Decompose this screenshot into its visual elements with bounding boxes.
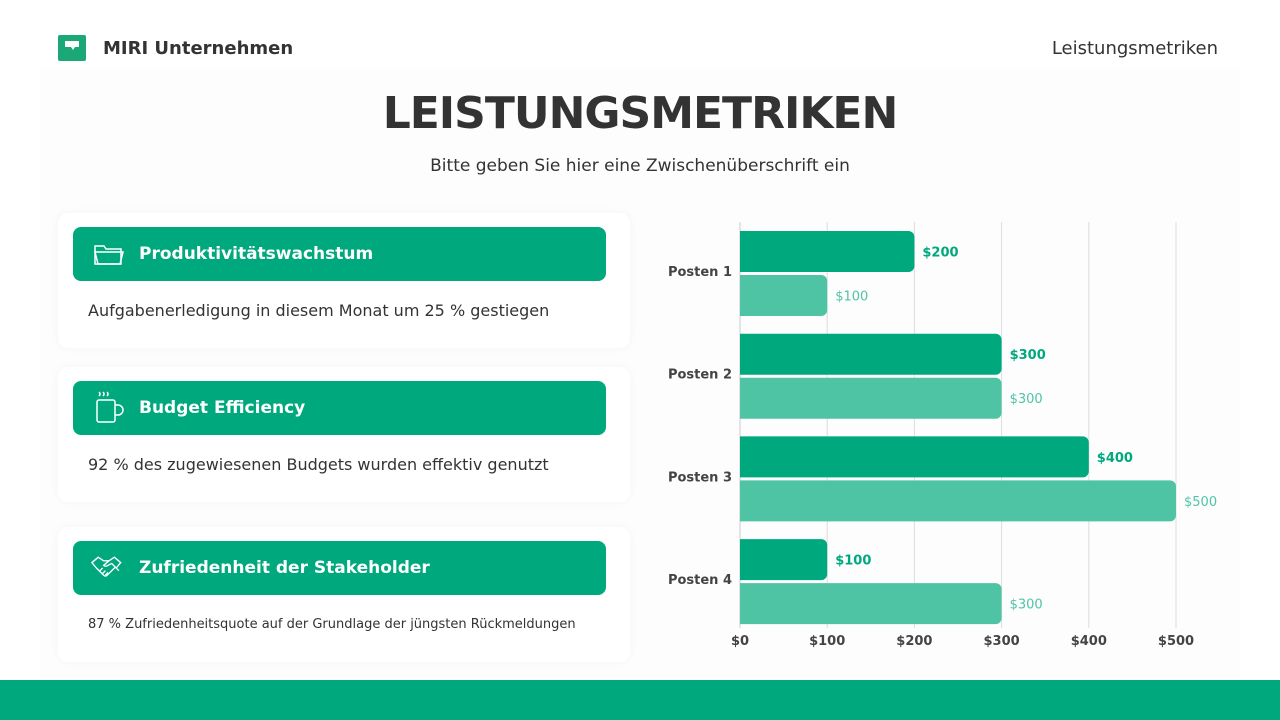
metric-card: Produktivitätswachstum Aufgabenerledigun… xyxy=(58,213,630,348)
metric-title: Zufriedenheit der Stakeholder xyxy=(139,558,430,578)
data-label: $400 xyxy=(1097,451,1133,466)
category-label: Posten 2 xyxy=(668,368,732,383)
category-label: Posten 3 xyxy=(668,470,732,485)
data-label: $100 xyxy=(835,290,868,305)
bar xyxy=(740,539,828,581)
data-label: $100 xyxy=(835,554,871,569)
metric-description: Aufgabenerledigung in diesem Monat um 25… xyxy=(88,301,550,320)
handshake-icon xyxy=(91,553,127,583)
bar xyxy=(740,333,1002,375)
metric-card-header: Budget Efficiency xyxy=(73,381,606,435)
header-section-label: Leistungsmetriken xyxy=(1051,38,1218,59)
folder-icon xyxy=(91,239,127,269)
bar xyxy=(740,480,1176,522)
data-label: $200 xyxy=(922,246,958,261)
bar xyxy=(740,436,1089,478)
coffee-mug-icon xyxy=(91,391,127,423)
metric-card-header: Produktivitätswachstum xyxy=(73,227,606,281)
data-label: $300 xyxy=(1010,598,1043,613)
footer-bar xyxy=(0,680,1280,720)
x-tick-label: $400 xyxy=(1071,634,1107,649)
metric-card: Zufriedenheit der Stakeholder 87 % Zufri… xyxy=(58,527,630,662)
x-tick-label: $500 xyxy=(1158,634,1194,649)
metric-card-header: Zufriedenheit der Stakeholder xyxy=(73,541,606,595)
metric-card: Budget Efficiency 92 % des zugewiesenen … xyxy=(58,367,630,502)
bar xyxy=(740,583,1002,625)
x-tick-label: $0 xyxy=(731,634,749,649)
page-subtitle: Bitte geben Sie hier eine Zwischenübersc… xyxy=(430,156,850,176)
data-label: $300 xyxy=(1010,348,1046,363)
data-label: $300 xyxy=(1010,392,1043,407)
logo-icon xyxy=(58,35,86,61)
metric-title: Produktivitätswachstum xyxy=(139,244,374,264)
category-label: Posten 4 xyxy=(668,573,732,588)
bar xyxy=(740,377,1002,419)
metric-title: Budget Efficiency xyxy=(139,398,306,418)
bar xyxy=(740,231,915,272)
category-label: Posten 1 xyxy=(668,265,732,280)
x-tick-label: $300 xyxy=(984,634,1020,649)
brand-name: MIRI Unternehmen xyxy=(103,38,294,59)
metric-description: 87 % Zufriedenheitsquote auf der Grundla… xyxy=(88,617,576,632)
data-label: $500 xyxy=(1184,495,1217,510)
page-title: LEISTUNGSMETRIKEN xyxy=(382,88,899,139)
bar xyxy=(740,275,828,316)
x-tick-label: $200 xyxy=(896,634,932,649)
metric-description: 92 % des zugewiesenen Budgets wurden eff… xyxy=(88,455,549,474)
x-tick-label: $100 xyxy=(809,634,845,649)
